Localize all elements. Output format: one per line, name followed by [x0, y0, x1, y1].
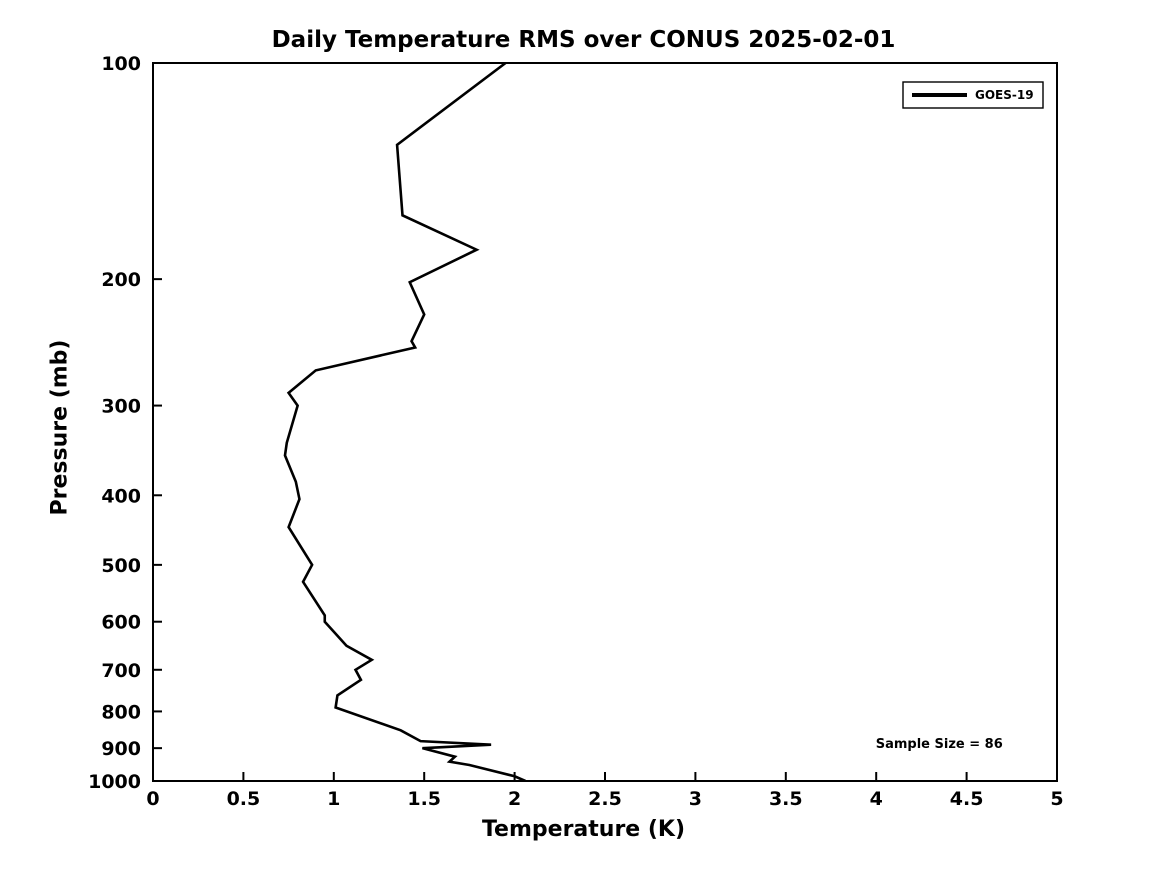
x-tick-label: 3.5 — [769, 788, 803, 810]
y-tick-label: 900 — [101, 738, 141, 760]
y-axis-ticks: 100 200 300 400 500 600 700 800 900 1000 — [88, 53, 162, 793]
x-tick-label: 1 — [327, 788, 340, 810]
page-title: Daily Temperature RMS over CONUS 2025-02… — [271, 27, 896, 53]
x-tick-label: 5 — [1050, 788, 1063, 810]
annotation-layer: Sample Size = 86 — [876, 737, 1003, 752]
y-tick-label: 700 — [101, 660, 141, 682]
x-tick-label: 0 — [146, 788, 159, 810]
x-tick-label: 0.5 — [227, 788, 261, 810]
y-tick-label: 600 — [101, 612, 141, 634]
y-tick-label: 800 — [101, 701, 141, 723]
x-axis-ticks: 0 0.5 1 1.5 2 2.5 3 3.5 4 4.5 5 — [146, 772, 1064, 810]
y-tick-label: 200 — [101, 269, 141, 291]
plot-frame — [152, 62, 1058, 782]
sample-size-annotation: Sample Size = 86 — [876, 737, 1003, 752]
y-tick-label: 300 — [101, 396, 141, 418]
y-tick-label: 1000 — [88, 771, 141, 793]
x-tick-label: 4 — [870, 788, 883, 810]
axes-frame — [152, 62, 1058, 782]
data-series-layer — [283, 63, 526, 781]
x-axis-label: Temperature (K) — [481, 817, 686, 842]
y-tick-label: 100 — [101, 53, 141, 75]
x-tick-label: 2.5 — [588, 788, 622, 810]
x-tick-label: 1.5 — [407, 788, 441, 810]
chart-legend[interactable]: GOES-19 — [902, 81, 1044, 109]
y-tick-label: 400 — [101, 485, 141, 507]
x-tick-label: 2 — [508, 788, 521, 810]
series-line-goes-19 — [283, 63, 526, 781]
x-tick-label: 4.5 — [950, 788, 984, 810]
y-tick-label: 500 — [101, 555, 141, 577]
x-tick-label: 3 — [689, 788, 702, 810]
legend-entry-label: GOES-19 — [975, 88, 1034, 102]
